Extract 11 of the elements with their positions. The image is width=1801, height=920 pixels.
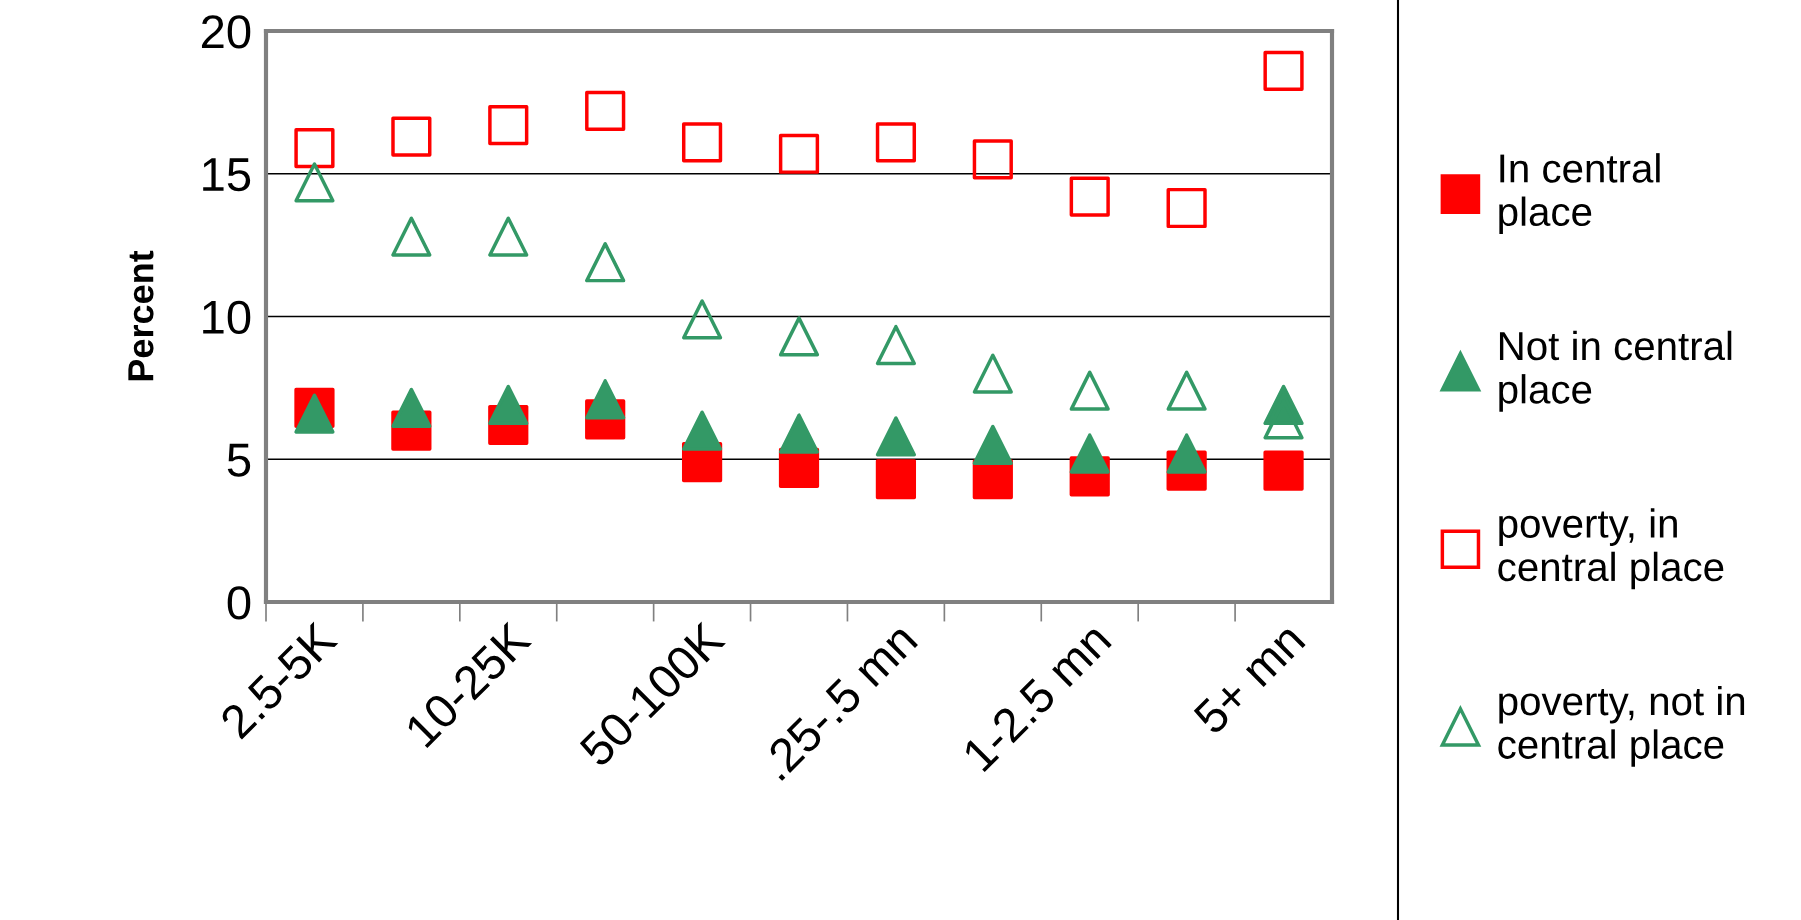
x-tick-label: 5+ mn: [1192, 622, 1306, 736]
legend-label: Not in central place: [1499, 330, 1732, 412]
y-tick-label: 0: [227, 586, 251, 620]
y-tick-label: 10: [203, 300, 251, 335]
legend-label: poverty, in central place: [1498, 508, 1724, 590]
y-tick-label: 20: [201, 15, 251, 49]
y-tick-label: 15: [203, 158, 251, 192]
legend-label: poverty, not in central place: [1498, 685, 1745, 767]
legend-label: In central place: [1499, 153, 1660, 235]
y-tick-label: 5: [227, 443, 251, 477]
y-axis-title: Percent: [128, 250, 154, 381]
